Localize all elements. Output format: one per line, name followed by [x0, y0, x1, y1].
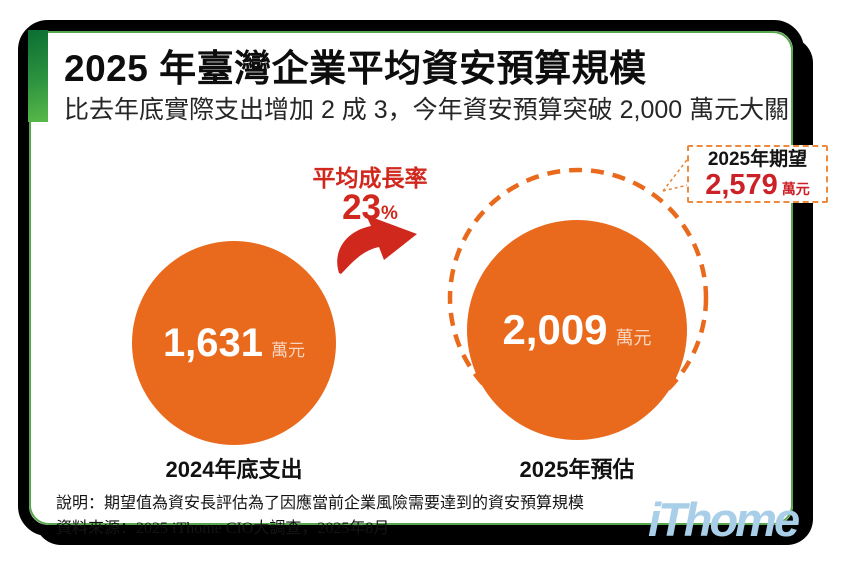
page-subtitle: 比去年底實際支出增加 2 成 3，今年資安預算突破 2,000 萬元大關: [64, 96, 790, 124]
callout-title: 2025年期望: [707, 148, 808, 170]
callout-value: 2,579: [705, 168, 778, 201]
growth-rate-percent-sign: %: [381, 203, 398, 224]
growth-rate-label: 平均成長率: [312, 165, 428, 191]
footer-note-line: 說明：期望值為資安長評估為了因應當前企業風險需要達到的資安預算規模: [56, 495, 585, 512]
bubble-2025-value: 2,009: [502, 306, 608, 353]
bubble-2024-label: 2024年底支出: [165, 457, 303, 482]
title-accent-bar: [28, 30, 48, 122]
bubble-2024-text: 1,631 萬元: [163, 321, 305, 366]
callout-unit: 萬元: [781, 180, 810, 197]
bubble-2025-label: 2025年預估: [519, 457, 635, 482]
page-title: 2025 年臺灣企業平均資安預算規模: [64, 48, 647, 89]
bubble-2024-spending: 1,631 萬元: [132, 241, 336, 445]
expected-budget-callout: 2025年期望 2,579 萬元: [687, 145, 828, 203]
bubble-2025-text: 2,009 萬元: [502, 306, 651, 354]
growth-rate-value: 23: [342, 188, 382, 227]
footer-notes: 說明：期望值為資安長評估為了因應當前企業風險需要達到的資安預算規模 資料來源：2…: [56, 491, 584, 541]
ithome-logo: iThome: [648, 493, 800, 546]
bubble-2024-unit: 萬元: [271, 340, 306, 360]
bubble-2025-unit: 萬元: [615, 328, 652, 348]
growth-rate-annotation: 平均成長率 23%: [300, 165, 440, 225]
callout-value-row: 2,579 萬元: [705, 168, 810, 201]
bubble-2024-value: 1,631: [162, 320, 264, 365]
bubble-2025-estimate: 2,009 萬元: [467, 220, 687, 440]
footer-source-line: 資料來源：2025 iThome CIO大調查，2025年8月: [56, 520, 390, 537]
